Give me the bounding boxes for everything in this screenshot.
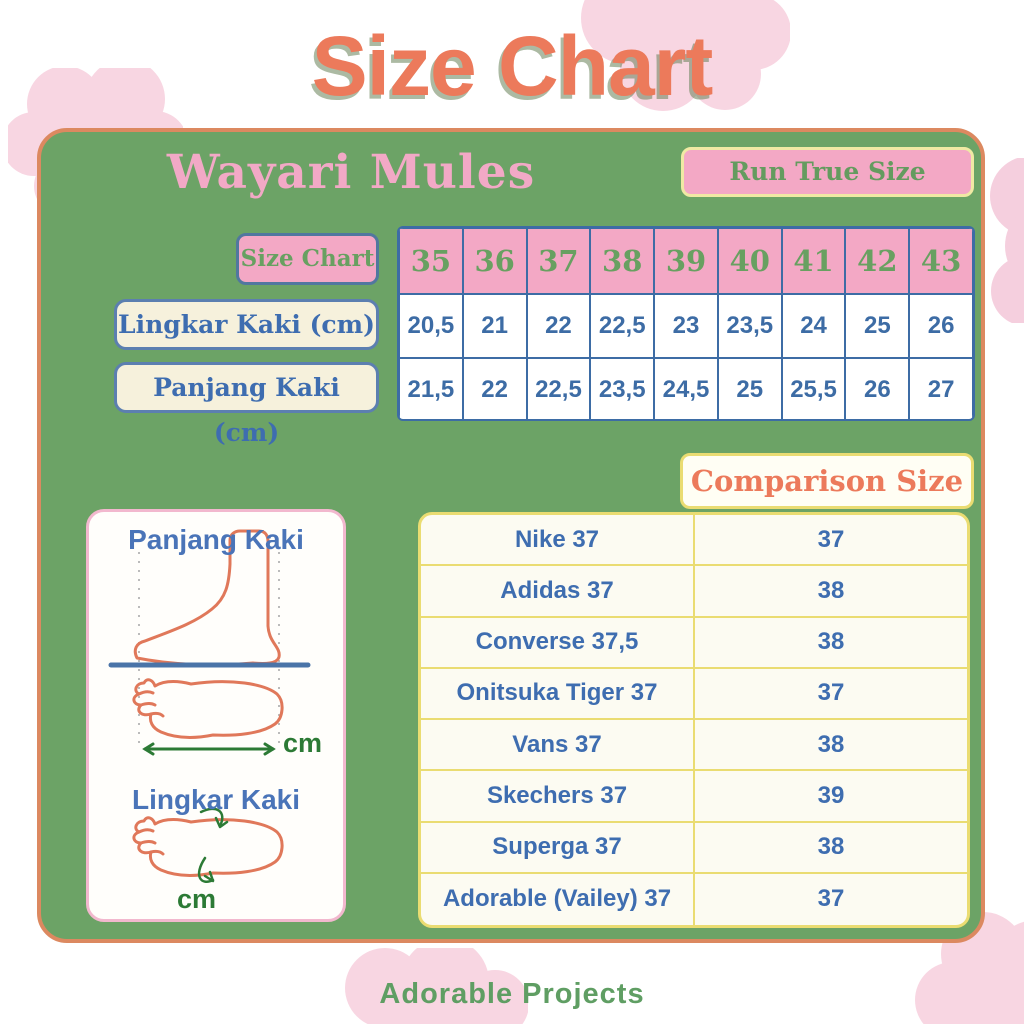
- comparison-size: 38: [695, 618, 967, 669]
- panjang-value-cell: 22: [462, 358, 527, 419]
- comparison-brand: Superga 37: [421, 822, 695, 874]
- brand-footer: Adorable Projects: [379, 978, 645, 1010]
- panjang-value-cell: 24,5: [654, 358, 718, 419]
- lingkar-value-cell: 25: [845, 294, 910, 358]
- comparison-brand: Adorable (Vailey) 37: [421, 873, 695, 925]
- page-title: Size Chart: [311, 19, 714, 113]
- panjang-value-cell: 25: [717, 358, 782, 419]
- size-header-cell: 43: [909, 228, 973, 294]
- panjang-value-cell: 22,5: [526, 358, 591, 419]
- size-table: 35 36 37 38 39 40 41 42 43 20,5 21 22 22…: [397, 226, 975, 421]
- size-header-cell: 41: [781, 228, 846, 294]
- lingkar-value-cell: 20,5: [399, 294, 463, 358]
- comparison-brand: Adidas 37: [421, 566, 695, 618]
- comparison-brand: Vans 37: [421, 720, 695, 772]
- comparison-size: 37: [695, 669, 967, 720]
- panjang-value-cell: 26: [845, 358, 910, 419]
- size-header-cell: 39: [654, 228, 718, 294]
- size-header-cell: 35: [399, 228, 463, 294]
- lingkar-value-cell: 23,5: [717, 294, 782, 358]
- panjang-value-cell: 27: [909, 358, 973, 419]
- foot-diagram-graphics: [108, 529, 311, 883]
- size-header-cell: 40: [717, 228, 782, 294]
- comparison-brand: Converse 37,5: [421, 617, 695, 669]
- lingkar-value-cell: 23: [654, 294, 718, 358]
- size-table-corner-label: Size Chart: [236, 233, 379, 285]
- comparison-brand: Onitsuka Tiger 37: [421, 668, 695, 720]
- girth-diagram-title: Lingkar Kaki: [131, 784, 301, 815]
- size-header-cell: 36: [462, 228, 527, 294]
- row-label-panjang-kaki: Panjang Kaki (cm): [114, 362, 379, 447]
- flower-decoration-top-right: [581, 0, 790, 111]
- comparison-brand: Skechers 37: [421, 771, 695, 823]
- lingkar-value-cell: 22,5: [590, 294, 655, 358]
- flower-decoration-right: [990, 158, 1024, 323]
- lingkar-value-cell: 26: [909, 294, 973, 358]
- comparison-size: 38: [695, 720, 967, 772]
- measurement-diagram-panel: Panjang Kaki cm Lingkar Kaki cm: [86, 509, 346, 922]
- lingkar-value-cell: 24: [781, 294, 846, 358]
- flower-decoration-footer: [345, 948, 528, 1024]
- row-label-lingkar-kaki: Lingkar Kaki (cm): [114, 299, 379, 350]
- comparison-header: Comparison Size: [680, 453, 974, 509]
- fit-badge: Run True Size: [681, 147, 974, 197]
- length-diagram-title: Panjang Kaki: [128, 524, 304, 555]
- lingkar-value-cell: 22: [526, 294, 591, 358]
- size-header-cell: 37: [526, 228, 591, 294]
- size-header-cell: 42: [845, 228, 910, 294]
- lingkar-value-cell: 21: [462, 294, 527, 358]
- comparison-table: Nike 37 37 Adidas 37 38 Converse 37,5 38…: [418, 512, 970, 928]
- length-unit-label: cm: [283, 728, 323, 758]
- panjang-value-cell: 21,5: [399, 358, 463, 419]
- panjang-value-cell: 23,5: [590, 358, 655, 419]
- comparison-brand: Nike 37: [421, 515, 695, 567]
- comparison-size: 39: [695, 771, 967, 823]
- main-panel: Wayari Mules Run True Size Size Chart Li…: [37, 128, 985, 943]
- girth-unit-label: cm: [177, 884, 217, 914]
- comparison-size: 38: [695, 566, 967, 618]
- comparison-size: 37: [695, 515, 967, 567]
- size-header-cell: 38: [590, 228, 655, 294]
- comparison-size: 38: [695, 823, 967, 874]
- panjang-value-cell: 25,5: [781, 358, 846, 419]
- product-name: Wayari Mules: [166, 145, 536, 200]
- comparison-size: 37: [817, 885, 845, 913]
